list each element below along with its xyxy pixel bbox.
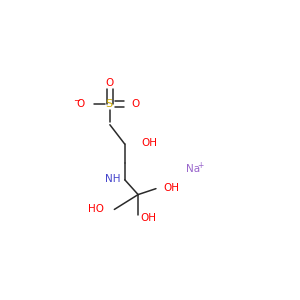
Text: O: O — [106, 78, 114, 88]
Text: OH: OH — [141, 138, 157, 148]
Text: HO: HO — [88, 204, 104, 214]
Text: OH: OH — [140, 213, 157, 224]
Text: −: − — [73, 97, 80, 106]
Text: S: S — [106, 99, 113, 109]
Text: O: O — [132, 99, 140, 109]
Text: +: + — [197, 161, 203, 170]
Text: OH: OH — [164, 183, 179, 193]
Text: O: O — [76, 99, 85, 109]
Text: NH: NH — [105, 174, 120, 184]
Text: Na: Na — [186, 164, 200, 174]
